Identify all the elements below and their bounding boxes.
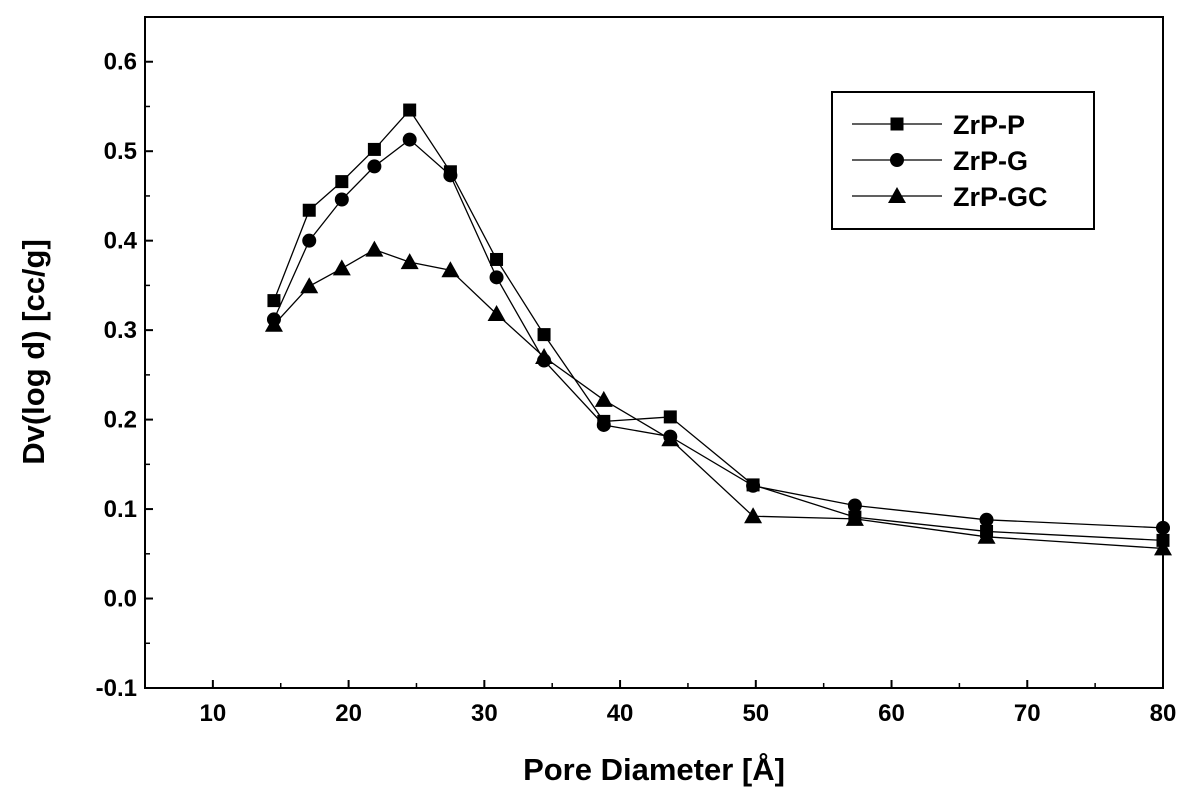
legend-marker-zrp-gc <box>888 187 906 203</box>
series-zrp-gc <box>264 240 1172 556</box>
data-point-zrp-g <box>302 233 317 248</box>
data-point-zrp-gc <box>594 390 613 407</box>
y-tick-label: 0.3 <box>104 317 137 344</box>
x-tick-label: 80 <box>1150 700 1177 727</box>
y-tick-label: 0.5 <box>104 138 137 165</box>
data-point-zrp-gc <box>487 305 506 322</box>
y-tick-label: 0.6 <box>104 49 137 76</box>
y-tick-label: -0.1 <box>96 675 137 702</box>
data-point-zrp-gc <box>845 509 864 526</box>
x-tick-label: 50 <box>742 700 769 727</box>
data-point-zrp-p <box>335 175 349 189</box>
data-point-zrp-gc <box>744 507 763 524</box>
data-point-zrp-g <box>443 168 458 183</box>
data-point-zrp-p <box>302 203 316 217</box>
data-point-zrp-g <box>334 192 349 207</box>
series-line-zrp-g <box>273 138 1164 529</box>
y-tick-label: 0.1 <box>104 496 137 523</box>
data-point-zrp-g <box>489 270 504 285</box>
series-zrp-g <box>266 132 1170 535</box>
data-point-zrp-g <box>979 512 994 527</box>
legend-label-zrp-p: ZrP-P <box>953 110 1025 140</box>
x-tick-label: 60 <box>878 700 905 727</box>
data-point-zrp-g <box>847 498 862 513</box>
data-point-zrp-gc <box>1154 539 1172 556</box>
data-series <box>264 103 1172 556</box>
y-axis-title: Dv(log d) [cc/g] <box>16 239 51 465</box>
data-point-zrp-g <box>746 478 761 493</box>
data-point-zrp-p <box>267 294 281 308</box>
data-point-zrp-g <box>1156 520 1170 535</box>
x-tick-label: 70 <box>1014 700 1041 727</box>
y-tick-label: 0.2 <box>104 407 137 434</box>
plot-frame <box>144 16 1164 689</box>
data-point-zrp-g <box>367 159 382 174</box>
data-point-zrp-p <box>403 103 417 117</box>
data-point-zrp-gc <box>332 259 351 276</box>
legend-marker-zrp-g <box>890 153 904 167</box>
data-point-zrp-gc <box>661 430 680 447</box>
legend-label-zrp-g: ZrP-G <box>953 146 1028 176</box>
data-point-zrp-gc <box>400 253 419 270</box>
data-point-zrp-p <box>663 410 677 424</box>
data-point-zrp-gc <box>300 277 319 294</box>
data-point-zrp-g <box>402 132 417 147</box>
y-tick-label: 0.0 <box>104 586 137 613</box>
data-point-zrp-gc <box>977 527 996 544</box>
y-tick-label: 0.4 <box>104 228 138 255</box>
data-point-zrp-gc <box>441 261 460 278</box>
data-point-zrp-p <box>537 328 551 342</box>
legend-marker-zrp-p <box>890 117 904 131</box>
series-line-zrp-gc <box>273 248 1164 550</box>
x-tick-label: 20 <box>335 700 362 727</box>
data-point-zrp-gc <box>264 315 283 332</box>
legend: ZrP-P ZrP-G ZrP-GC <box>831 91 1095 230</box>
data-point-zrp-p <box>367 142 381 156</box>
x-tick-label: 30 <box>471 700 498 727</box>
x-tick-label: 10 <box>200 700 227 727</box>
data-point-zrp-gc <box>535 347 554 364</box>
x-axis-title: Pore Diameter [Å] <box>523 752 785 787</box>
data-point-zrp-p <box>490 252 504 266</box>
data-point-zrp-gc <box>365 240 384 257</box>
legend-label-zrp-gc: ZrP-GC <box>953 182 1048 212</box>
axis-ticks: 10 20 30 40 50 60 70 80 -0.1 0.0 0.1 0.2 0.3 0.4 0.5 0.… <box>96 49 1177 727</box>
data-point-zrp-g <box>596 417 611 432</box>
x-tick-label: 40 <box>607 700 634 727</box>
